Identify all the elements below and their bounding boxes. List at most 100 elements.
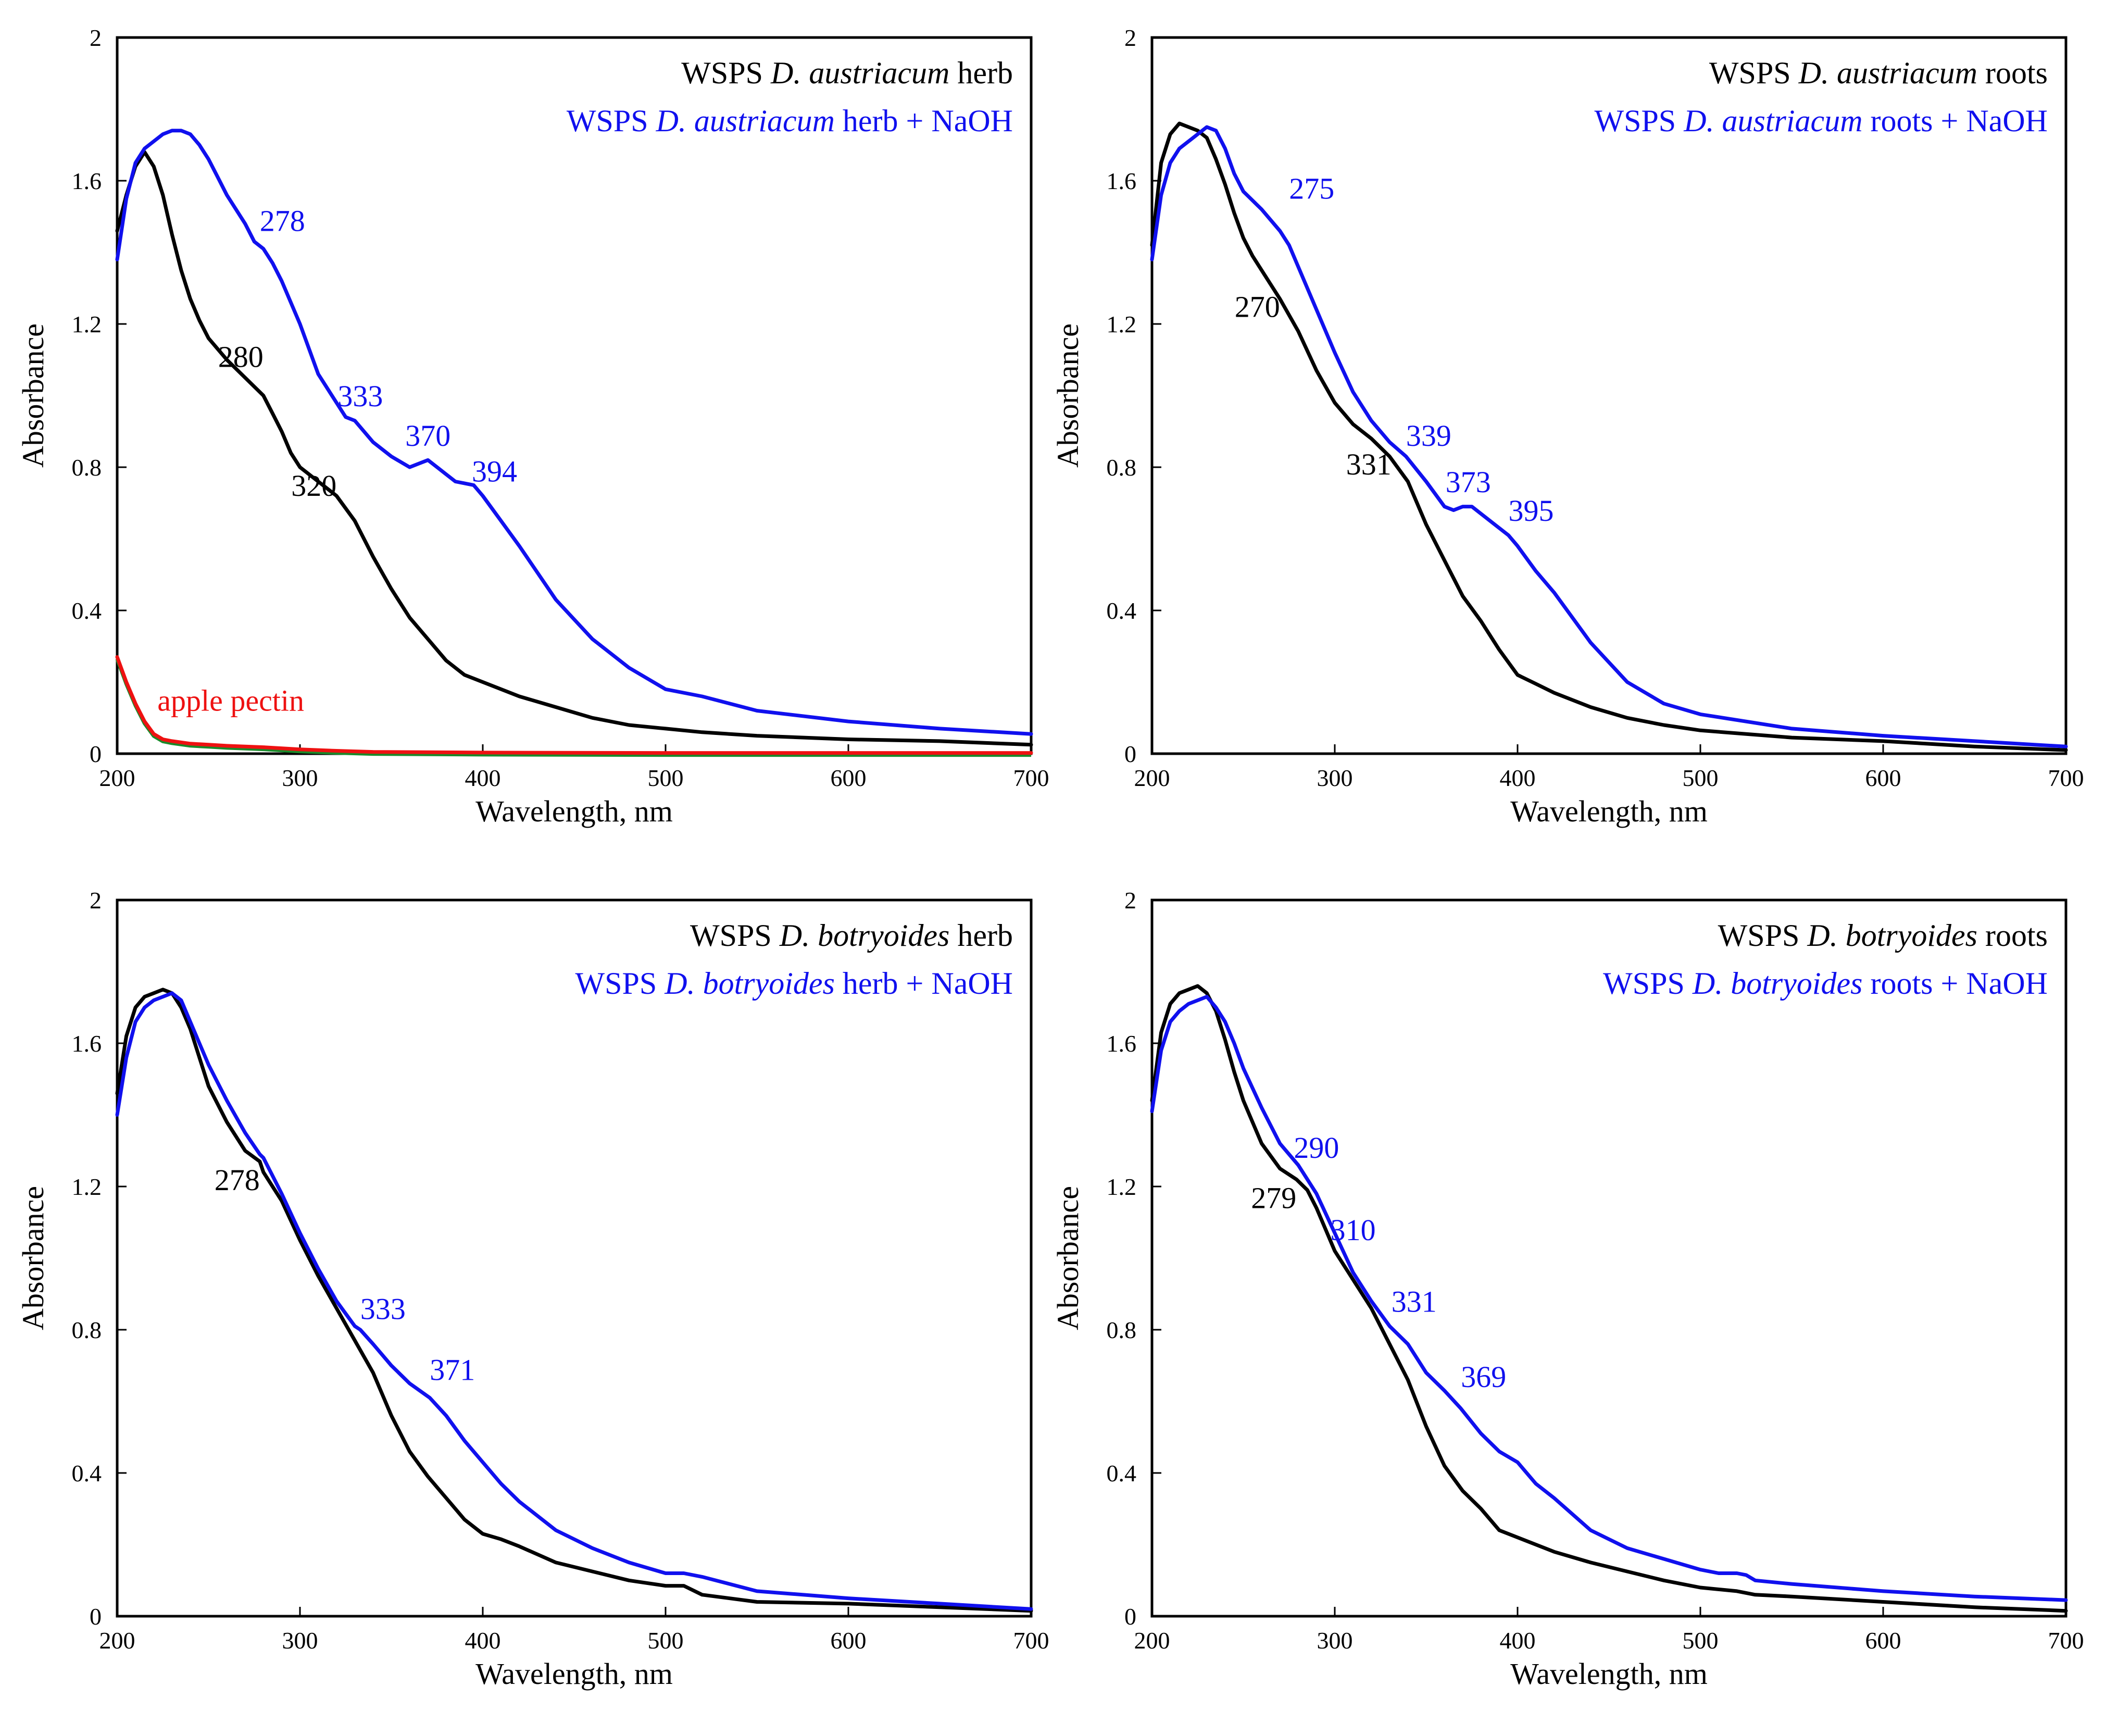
legend-species: D. austriacum (656, 104, 835, 138)
x-tick-label: 600 (831, 1627, 867, 1654)
y-tick-label: 0.4 (72, 597, 102, 624)
x-tick-label: 600 (1865, 1627, 1901, 1654)
x-axis-title: Wavelength, nm (1510, 1657, 1708, 1691)
series-line-1 (1150, 995, 2068, 1602)
legend-entry: WSPS D. austriacum herb (681, 56, 1013, 90)
peak-label: 370 (405, 419, 450, 453)
legend-prefix: WSPS (1709, 56, 1799, 90)
x-tick-label: 700 (2048, 1627, 2084, 1654)
legend-species: D. austriacum (1798, 56, 1977, 90)
peak-label: 373 (1446, 465, 1491, 499)
x-tick-label: 600 (831, 765, 867, 791)
legend-entry: WSPS D. botryoides herb (690, 918, 1013, 953)
peak-label: 331 (1392, 1285, 1437, 1319)
y-axis-title: Absorbance (1051, 323, 1085, 468)
legend-suffix: roots (1977, 56, 2048, 90)
x-tick-label: 300 (1317, 1627, 1353, 1654)
y-tick-label: 1.2 (1107, 311, 1137, 338)
peak-label: 331 (1346, 447, 1392, 481)
y-tick-label: 0.8 (1107, 1317, 1137, 1343)
legend-suffix: herb (949, 918, 1013, 953)
y-tick-label: 1.2 (1107, 1173, 1137, 1200)
peak-label: 394 (472, 455, 517, 489)
y-tick-label: 2 (90, 24, 102, 51)
legend-prefix: WSPS (1594, 104, 1684, 138)
peak-label: 310 (1331, 1213, 1376, 1247)
legend-species: D. botryoides (779, 918, 950, 953)
x-tick-label: 400 (465, 765, 501, 791)
x-tick-label: 400 (465, 1627, 501, 1654)
peak-label: 278 (260, 204, 305, 238)
y-tick-label: 1.6 (1107, 1030, 1137, 1057)
peak-label: 339 (1406, 419, 1451, 453)
x-tick-label: 200 (99, 765, 135, 791)
legend-entry: WSPS D. botryoides roots (1718, 918, 2048, 953)
series-line-2 (115, 655, 1033, 755)
legend-prefix: WSPS (1718, 918, 1808, 953)
x-tick-label: 200 (1134, 765, 1170, 791)
peak-label: 333 (337, 379, 383, 413)
y-tick-label: 2 (1124, 887, 1136, 914)
x-tick-label: 200 (1134, 1627, 1170, 1654)
y-tick-label: 0.4 (1107, 1460, 1137, 1487)
x-axis-title: Wavelength, nm (475, 794, 673, 828)
legend-prefix: WSPS (1603, 966, 1693, 1001)
series-line-0 (1150, 984, 2068, 1613)
panel-austriacum-roots: 200 300 400 500 600 700 0 0.4 0.8 1.2 1.6 2 Waveleng… (1051, 24, 2084, 828)
x-tick-label: 500 (1683, 765, 1719, 791)
legend-species: D. austriacum (1683, 104, 1862, 138)
series-line-0 (115, 150, 1033, 747)
y-tick-label: 0.8 (72, 1317, 102, 1343)
legend-suffix: herb + NaOH (835, 104, 1013, 138)
x-tick-label: 300 (282, 765, 318, 791)
plot-frame (1150, 36, 2068, 755)
x-tick-label: 400 (1500, 765, 1536, 791)
series-line-0 (1150, 121, 2068, 752)
peak-label: 280 (218, 340, 264, 374)
x-axis-title: Wavelength, nm (475, 1657, 673, 1691)
panel-botryoides-roots: 200 300 400 500 600 700 0 0.4 0.8 1.2 1.6 2 Waveleng… (1051, 887, 2084, 1691)
series-line-1 (1150, 125, 2068, 748)
peak-label: 371 (430, 1353, 475, 1387)
x-tick-label: 500 (1683, 1627, 1719, 1654)
legend-suffix: herb + NaOH (835, 966, 1013, 1001)
peak-label: 279 (1251, 1181, 1296, 1215)
y-tick-label: 1.2 (72, 311, 102, 338)
peak-label: 333 (360, 1292, 406, 1326)
y-axis-title: Absorbance (16, 1186, 50, 1330)
x-axis-title: Wavelength, nm (1510, 794, 1708, 828)
y-tick-label: 2 (1124, 24, 1136, 51)
y-axis-title: Absorbance (1051, 1186, 1085, 1330)
y-tick-label: 1.6 (1107, 168, 1137, 194)
legend-prefix: WSPS (690, 918, 780, 953)
legend-prefix: WSPS (575, 966, 665, 1001)
panel-austriacum-herb: 200 300 400 500 600 700 0 0.4 0.8 1.2 1.6 2 Waveleng… (16, 24, 1049, 828)
legend-entry: WSPS D. botryoides roots + NaOH (1603, 966, 2048, 1001)
legend-entry: WSPS D. austriacum herb + NaOH (567, 104, 1013, 138)
y-tick-label: 0.4 (72, 1460, 102, 1487)
legend-entry: WSPS D. austriacum roots (1709, 56, 2048, 90)
y-tick-label: 1.6 (72, 168, 102, 194)
peak-label: 320 (291, 469, 336, 503)
y-tick-label: 0 (1124, 741, 1136, 767)
legend-species: D. botryoides (1807, 918, 1977, 953)
series-line-0 (115, 988, 1033, 1613)
legend-species: D. botryoides (1692, 966, 1863, 1001)
series-line-1 (115, 991, 1033, 1611)
y-tick-label: 0 (90, 1603, 102, 1630)
y-tick-label: 0.4 (1107, 597, 1137, 624)
peak-label: 278 (215, 1163, 260, 1197)
y-tick-label: 0 (1124, 1603, 1136, 1630)
peak-label: 275 (1289, 171, 1334, 205)
pectin-label: apple pectin (157, 684, 304, 718)
legend-entry: WSPS D. austriacum roots + NaOH (1594, 104, 2048, 138)
panel-botryoides-herb: 200 300 400 500 600 700 0 0.4 0.8 1.2 1.6 2 Waveleng… (16, 887, 1049, 1691)
legend-prefix: WSPS (681, 56, 771, 90)
x-tick-label: 300 (1317, 765, 1353, 791)
x-tick-label: 700 (1013, 1627, 1049, 1654)
peak-label: 270 (1235, 290, 1280, 323)
legend-suffix: herb (949, 56, 1013, 90)
y-tick-label: 0 (90, 741, 102, 767)
legend-prefix: WSPS (567, 104, 656, 138)
